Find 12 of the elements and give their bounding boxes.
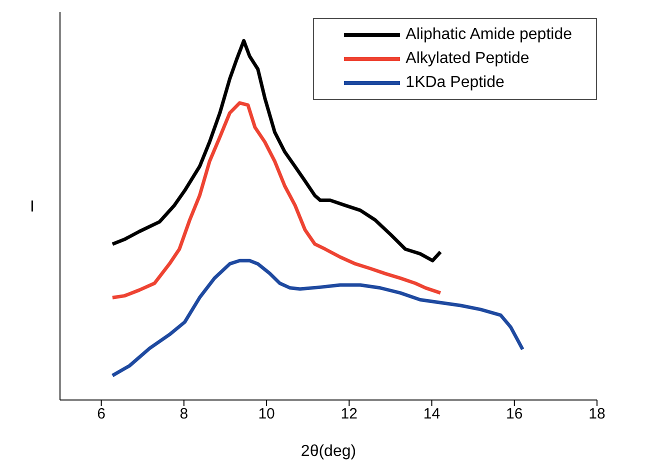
legend-label: Aliphatic Amide peptide: [406, 26, 572, 44]
x-tick-label: 14: [423, 406, 440, 423]
x-tick-label: 6: [97, 406, 106, 423]
legend-label: 1KDa Peptide: [406, 74, 504, 92]
x-axis-title: 2θ(deg): [300, 443, 356, 460]
x-tick-label: 12: [340, 406, 358, 423]
x-tick-label: 18: [588, 406, 606, 423]
legend-label: Alkylated Peptide: [406, 50, 530, 68]
y-axis-title: I: [30, 198, 34, 216]
x-tick-label: 16: [506, 406, 523, 423]
x-tick-label: 10: [258, 406, 275, 423]
x-tick-label: 8: [180, 406, 188, 423]
